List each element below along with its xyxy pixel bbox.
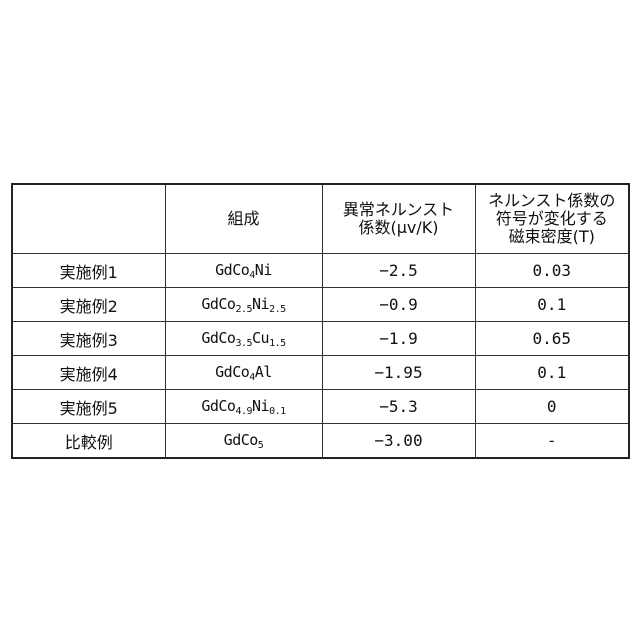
formula-text: Cu: [252, 329, 269, 347]
row-label: 実施例5: [12, 390, 165, 424]
header-line: 符号が変化する: [476, 210, 629, 228]
row-sign-change-field: 0.1: [475, 356, 629, 390]
row-formula: GdCo5: [165, 424, 322, 459]
formula-subscript: 1.5: [269, 338, 286, 349]
header-sign-change-field: ネルンスト係数の 符号が変化する 磁束密度(T): [475, 184, 629, 254]
formula-text: GdCo: [215, 363, 249, 381]
header-line: ネルンスト係数の: [476, 192, 629, 210]
row-label: 比較例: [12, 424, 165, 459]
formula-subscript: 0.1: [269, 406, 286, 417]
formula-text: GdCo: [224, 431, 258, 449]
formula-text: Ni: [252, 295, 269, 313]
row-formula: GdCo4Ni: [165, 254, 322, 288]
row-formula: GdCo4Al: [165, 356, 322, 390]
table-row: 比較例GdCo5−3.00-: [12, 424, 629, 459]
formula-text: GdCo: [215, 261, 249, 279]
formula-text: Ni: [252, 397, 269, 415]
header-row: 組成 異常ネルンスト 係数(μv/K) ネルンスト係数の 符号が変化する 磁束密…: [12, 184, 629, 254]
row-nernst-coefficient: −1.9: [322, 322, 475, 356]
row-sign-change-field: 0.65: [475, 322, 629, 356]
row-sign-change-field: 0.1: [475, 288, 629, 322]
header-composition: 組成: [165, 184, 322, 254]
row-sign-change-field: 0.03: [475, 254, 629, 288]
header-line: 異常ネルンスト: [323, 201, 475, 219]
row-sign-change-field: -: [475, 424, 629, 459]
formula-subscript: 3.5: [235, 338, 252, 349]
row-nernst-coefficient: −1.95: [322, 356, 475, 390]
table-row: 実施例1GdCo4Ni−2.50.03: [12, 254, 629, 288]
row-label: 実施例1: [12, 254, 165, 288]
formula-subscript: 4.9: [235, 406, 252, 417]
formula-subscript: 5: [258, 440, 264, 451]
results-table: 組成 異常ネルンスト 係数(μv/K) ネルンスト係数の 符号が変化する 磁束密…: [11, 183, 630, 459]
row-nernst-coefficient: −0.9: [322, 288, 475, 322]
header-line: 係数(μv/K): [323, 219, 475, 237]
table-row: 実施例2GdCo2.5Ni2.5−0.90.1: [12, 288, 629, 322]
formula-text: GdCo: [201, 295, 235, 313]
formula-text: GdCo: [201, 329, 235, 347]
row-nernst-coefficient: −5.3: [322, 390, 475, 424]
header-nernst-coefficient: 異常ネルンスト 係数(μv/K): [322, 184, 475, 254]
formula-text: GdCo: [201, 397, 235, 415]
header-blank: [12, 184, 165, 254]
row-formula: GdCo4.9Ni0.1: [165, 390, 322, 424]
table-row: 実施例5GdCo4.9Ni0.1−5.30: [12, 390, 629, 424]
row-label: 実施例3: [12, 322, 165, 356]
formula-text: Al: [255, 363, 272, 381]
header-line: 磁束密度(T): [476, 228, 629, 246]
formula-subscript: 2.5: [269, 304, 286, 315]
table-row: 実施例4GdCo4Al−1.950.1: [12, 356, 629, 390]
row-sign-change-field: 0: [475, 390, 629, 424]
row-nernst-coefficient: −3.00: [322, 424, 475, 459]
row-nernst-coefficient: −2.5: [322, 254, 475, 288]
formula-text: Ni: [255, 261, 272, 279]
row-label: 実施例2: [12, 288, 165, 322]
table-row: 実施例3GdCo3.5Cu1.5−1.90.65: [12, 322, 629, 356]
formula-subscript: 2.5: [235, 304, 252, 315]
row-label: 実施例4: [12, 356, 165, 390]
row-formula: GdCo3.5Cu1.5: [165, 322, 322, 356]
row-formula: GdCo2.5Ni2.5: [165, 288, 322, 322]
